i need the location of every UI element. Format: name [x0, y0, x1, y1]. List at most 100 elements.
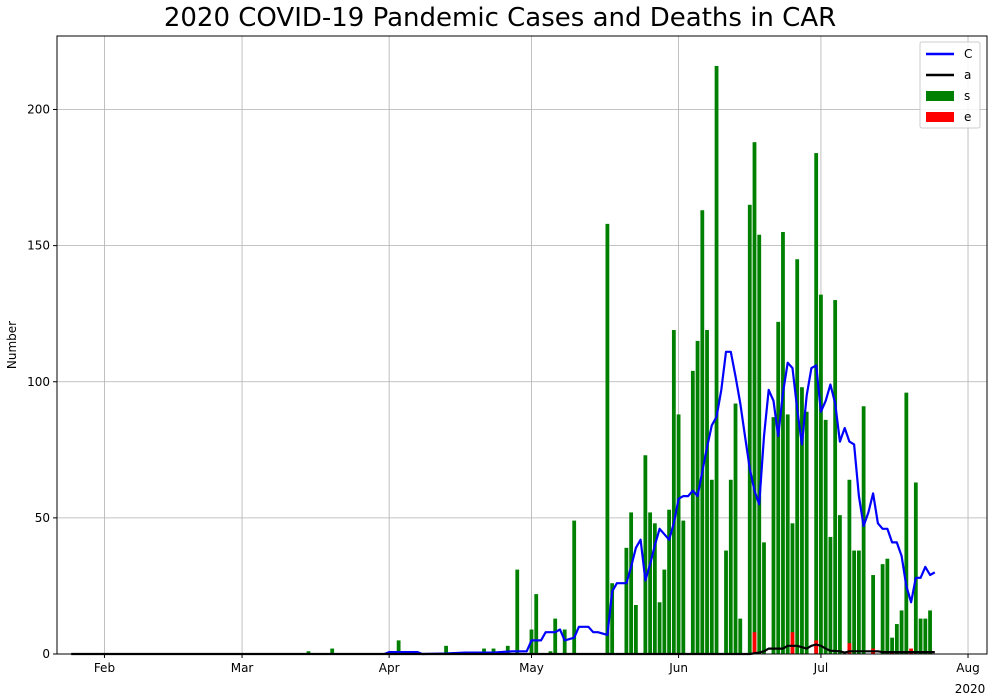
- s-bar: [814, 153, 819, 654]
- x-tick-label: Jun: [668, 661, 688, 675]
- x-tick-label: May: [519, 661, 544, 675]
- s-bar: [657, 602, 662, 654]
- s-bar: [894, 624, 899, 654]
- legend-label-e: e: [964, 110, 971, 124]
- s-bar: [553, 618, 558, 654]
- s-bar: [705, 330, 709, 654]
- e-bar: [790, 632, 795, 654]
- s-bar: [833, 300, 838, 654]
- s-bar: [885, 558, 890, 654]
- legend-label-a: a: [964, 68, 971, 82]
- s-bar: [757, 234, 762, 654]
- x-tick-label: Aug: [956, 661, 979, 675]
- s-bar: [847, 479, 852, 654]
- s-bar: [667, 509, 671, 654]
- s-bar: [562, 629, 567, 654]
- s-bar: [795, 259, 800, 654]
- y-tick-label: 150: [27, 239, 50, 253]
- s-bar: [444, 645, 448, 654]
- s-bar: [913, 482, 918, 654]
- s-bar: [899, 610, 904, 654]
- e-bar: [814, 640, 819, 654]
- s-bar: [330, 648, 335, 654]
- s-bar: [572, 520, 577, 654]
- bars-layer: [306, 65, 932, 654]
- s-bar: [771, 417, 776, 654]
- legend-swatch-e: [926, 112, 954, 122]
- x-tick-label: Mar: [231, 661, 254, 675]
- s-bar: [776, 321, 781, 654]
- y-tick-label: 200: [27, 103, 50, 117]
- s-bar: [505, 645, 510, 654]
- s-bar: [515, 569, 520, 654]
- s-bar: [800, 387, 804, 654]
- a-line: [71, 643, 935, 656]
- s-bar: [890, 637, 894, 654]
- s-bar: [396, 640, 401, 654]
- s-bar: [790, 523, 795, 654]
- x-tick-label: Feb: [94, 661, 115, 675]
- s-bar: [605, 223, 610, 654]
- s-bar: [662, 569, 667, 654]
- s-bar: [856, 550, 861, 654]
- x-tick-label: Apr: [379, 661, 400, 675]
- year-label: 2020: [955, 682, 986, 696]
- s-bar: [629, 512, 634, 654]
- plot-frame: [56, 35, 988, 655]
- s-bar: [633, 604, 638, 654]
- s-bar: [747, 204, 752, 654]
- s-bar: [762, 542, 766, 654]
- C-line: [383, 350, 936, 656]
- s-bar: [880, 564, 885, 654]
- s-bar: [733, 403, 738, 654]
- s-bar: [728, 479, 733, 654]
- s-bar: [804, 411, 809, 654]
- s-bar: [700, 210, 705, 654]
- s-bar: [610, 583, 615, 654]
- s-bar: [534, 594, 539, 654]
- s-bar: [643, 455, 648, 654]
- s-bar: [306, 651, 311, 654]
- s-bar: [548, 651, 553, 654]
- s-bar: [671, 330, 676, 654]
- s-bar: [624, 547, 629, 654]
- s-bar: [823, 419, 828, 654]
- s-bar: [861, 406, 866, 654]
- s-bar: [714, 65, 719, 654]
- legend-label-C: C: [964, 47, 972, 61]
- s-bar: [928, 610, 932, 654]
- chart-title: 2020 COVID-19 Pandemic Cases and Deaths …: [163, 3, 837, 33]
- s-bar: [652, 523, 657, 654]
- s-bar: [709, 479, 714, 654]
- s-bar: [923, 618, 928, 654]
- s-bar: [852, 550, 857, 654]
- s-bar: [838, 515, 842, 654]
- y-tick-label: 100: [27, 375, 50, 389]
- e-bar: [752, 632, 757, 654]
- s-bar: [491, 648, 496, 654]
- s-bar: [819, 294, 823, 654]
- legend-swatch-s: [926, 91, 954, 101]
- legend-label-s: s: [964, 89, 970, 103]
- legend: Case: [919, 41, 981, 129]
- s-bar: [690, 370, 695, 654]
- ticks-layer: 0 50 100 150 200 Feb Mar Apr May Jun Jul Aug: [27, 103, 980, 675]
- s-bar: [904, 392, 909, 654]
- lines-layer: [71, 350, 936, 656]
- y-tick-label: 50: [35, 511, 50, 525]
- s-bar: [676, 414, 681, 654]
- s-bar: [785, 414, 790, 654]
- s-bar: [695, 340, 700, 654]
- s-bar: [681, 520, 686, 654]
- s-bar: [724, 550, 728, 654]
- y-tick-label: 0: [42, 647, 50, 661]
- y-axis-label: Number: [5, 321, 19, 369]
- s-bar: [828, 536, 833, 654]
- s-bar: [918, 618, 923, 654]
- e-bar: [847, 643, 852, 654]
- x-tick-label: Jul: [813, 661, 828, 675]
- s-bar: [781, 232, 785, 654]
- s-bar: [648, 512, 653, 654]
- s-bar: [752, 142, 757, 654]
